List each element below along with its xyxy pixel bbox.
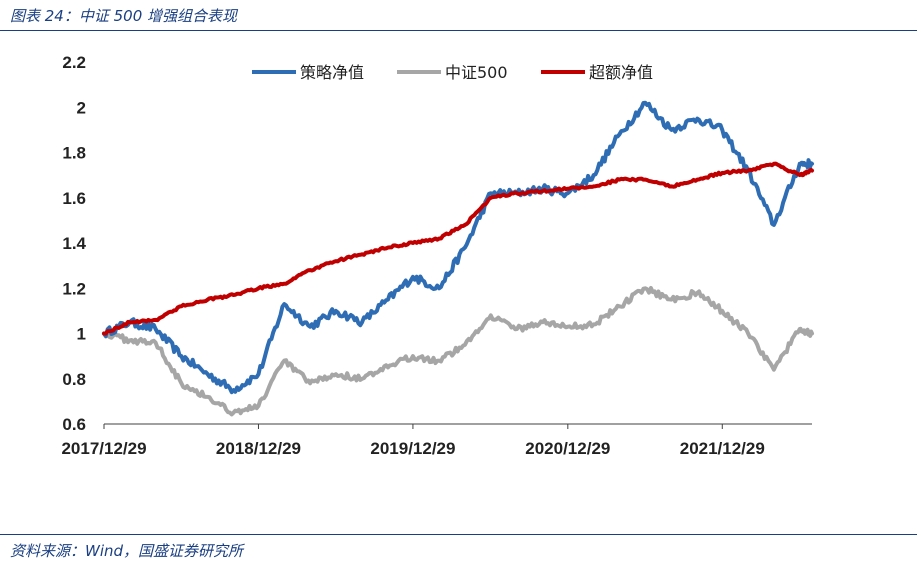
top-rule <box>0 30 917 31</box>
series-layer <box>102 100 814 417</box>
y-tick-label: 2 <box>77 98 86 117</box>
series-line-strategy <box>102 100 814 395</box>
y-axis: 0.6 0.8 1 1.2 1.4 1.6 1.8 2 2.2 <box>62 53 86 434</box>
y-tick-label: 1.6 <box>62 189 86 208</box>
legend-label-excess: 超额净值 <box>589 63 653 82</box>
y-tick-label: 1.4 <box>62 234 86 253</box>
series-line-index <box>102 286 814 417</box>
y-tick-label: 0.8 <box>62 370 86 389</box>
x-tick-label: 2018/12/29 <box>216 439 301 458</box>
x-tick-label: 2019/12/29 <box>370 439 455 458</box>
legend: 策略净值 中证500 超额净值 <box>252 63 653 82</box>
legend-label-index: 中证500 <box>445 63 508 82</box>
figure-title: 图表 24：中证 500 增强组合表现 <box>10 7 238 25</box>
x-tick-label: 2020/12/29 <box>525 439 610 458</box>
y-tick-label: 2.2 <box>62 53 86 72</box>
series-line-excess <box>102 161 814 336</box>
legend-label-strategy: 策略净值 <box>300 63 364 82</box>
y-tick-label: 1.8 <box>62 144 86 163</box>
bottom-rule <box>0 534 917 535</box>
y-tick-label: 0.6 <box>62 415 86 434</box>
x-tick-label: 2017/12/29 <box>61 439 146 458</box>
y-tick-label: 1 <box>77 325 86 344</box>
x-axis: 2017/12/29 2018/12/29 2019/12/29 2020/12/29… <box>61 424 765 458</box>
source-note: 资料来源：Wind，国盛证券研究所 <box>10 542 244 560</box>
y-tick-label: 1.2 <box>62 279 86 298</box>
x-tick-label: 2021/12/29 <box>680 439 765 458</box>
